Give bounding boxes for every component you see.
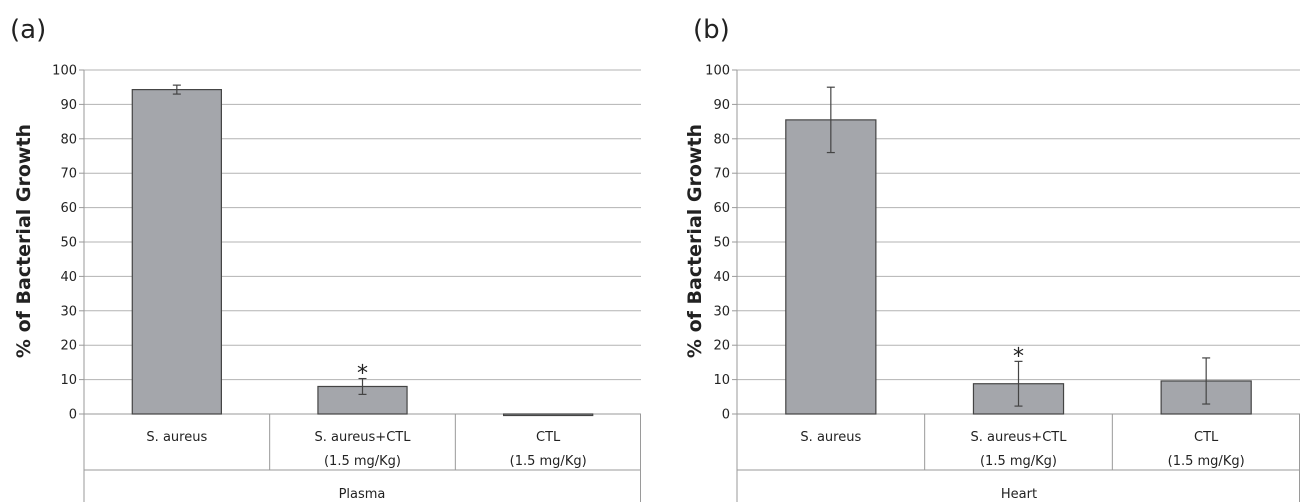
- y-tick-label: 90: [713, 98, 730, 113]
- category-sublabel: (1.5 mg/Kg): [510, 454, 587, 469]
- y-tick-label: 80: [60, 132, 77, 147]
- bar: [503, 413, 594, 417]
- y-tick-label: 0: [69, 408, 77, 423]
- y-tick-label: 10: [713, 373, 730, 388]
- category-label: S. aureus+CTL: [971, 430, 1068, 445]
- category-label: S. aureus: [800, 430, 861, 445]
- y-tick-label: 100: [52, 64, 77, 79]
- group-label: Plasma: [339, 487, 386, 502]
- panel-label: (a): [10, 15, 46, 45]
- bar: [785, 119, 877, 415]
- significance-marker: *: [357, 362, 368, 387]
- y-tick-label: 30: [713, 304, 730, 319]
- y-tick-label: 100: [705, 64, 730, 79]
- y-tick-label: 0: [722, 408, 730, 423]
- y-tick-label: 30: [60, 304, 77, 319]
- y-tick-label: 50: [713, 236, 730, 251]
- significance-marker: *: [1013, 344, 1024, 369]
- y-tick-label: 40: [60, 270, 77, 285]
- y-tick-label: 10: [60, 373, 77, 388]
- chart-b-svg: (b) % of Bacterial Growth Heart 0 10 20 30 4…: [684, 15, 1300, 502]
- y-tick-label: 80: [713, 132, 730, 147]
- y-axis-label: % of Bacterial Growth: [13, 124, 35, 358]
- category-label: CTL: [1194, 430, 1219, 445]
- category-sublabel: (1.5 mg/Kg): [1168, 454, 1245, 469]
- group-label: Heart: [1001, 487, 1037, 502]
- chart-panel-b: (b) % of Bacterial Growth Heart 0 10 20 30 4…: [650, 0, 1300, 502]
- category-label: CTL: [536, 430, 561, 445]
- category-sublabel: (1.5 mg/Kg): [324, 454, 401, 469]
- y-tick-label: 70: [60, 167, 77, 182]
- panel-label: (b): [693, 15, 730, 45]
- chart-panel-a: (a) % of Bacterial Growth Plasma 0 10 20 30…: [10, 15, 641, 502]
- category-label: S. aureus: [146, 430, 207, 445]
- category-label: S. aureus+CTL: [315, 430, 412, 445]
- chart-a-svg: (a) % of Bacterial Growth Plasma 0 10 20 30…: [10, 15, 641, 502]
- y-tick-label: 90: [60, 98, 77, 113]
- y-tick-label: 20: [60, 339, 77, 354]
- y-tick-label: 60: [60, 201, 77, 216]
- bar: [131, 89, 222, 415]
- y-tick-label: 40: [713, 270, 730, 285]
- category-sublabel: (1.5 mg/Kg): [980, 454, 1057, 469]
- y-tick-label: 70: [713, 167, 730, 182]
- y-axis-label: % of Bacterial Growth: [684, 124, 706, 358]
- y-tick-label: 50: [60, 236, 77, 251]
- y-tick-label: 60: [713, 201, 730, 216]
- y-tick-label: 20: [713, 339, 730, 354]
